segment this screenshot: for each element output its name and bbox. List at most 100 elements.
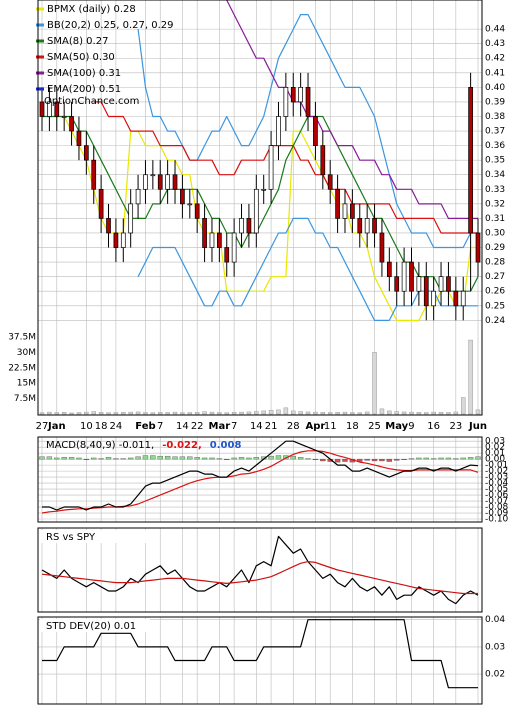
volume-bar (165, 412, 170, 415)
histogram-bar (371, 458, 378, 462)
volume-bar (291, 410, 296, 415)
tick-label: 22.5M (8, 363, 36, 373)
x-tick-label: 27 (36, 421, 49, 432)
histogram-bar (401, 458, 407, 460)
volume-bar (98, 412, 104, 415)
volume-bar (387, 410, 392, 415)
histogram-bar (216, 458, 223, 460)
histogram-bar (445, 457, 452, 460)
x-tick-label: 7 (157, 421, 163, 432)
x-tick-label: Mar (209, 421, 231, 432)
histogram-bar (364, 458, 370, 461)
tick-label: 0.29 (485, 243, 505, 253)
histogram-bar (157, 455, 163, 460)
volume-bar (113, 412, 119, 415)
volume-bar (335, 412, 340, 415)
volume-bar (239, 411, 244, 415)
tick-label: 15M (17, 379, 36, 389)
volume-bar (209, 411, 215, 415)
candle-body (91, 159, 97, 190)
panel-title: STD DEV(20) 0.01 (46, 621, 136, 632)
volume-bar (431, 411, 436, 415)
candle-body (431, 290, 437, 307)
tick-label: 0.43 (485, 39, 505, 49)
volume-bar (379, 408, 385, 415)
histogram-bar (334, 458, 341, 463)
tick-label: 30M (17, 348, 36, 358)
volume-bar (438, 412, 444, 415)
candle-body (327, 174, 333, 190)
tick-label: 0.44 (485, 25, 505, 35)
x-tick-label: Jun (468, 421, 487, 432)
candle-body (283, 87, 289, 117)
candle-body (106, 218, 111, 234)
histogram-bar (268, 455, 274, 460)
x-tick-label: 14 (250, 421, 263, 432)
candle-body (350, 203, 355, 219)
candle-body (313, 116, 318, 146)
volume-bar (268, 410, 274, 415)
histogram-bar (342, 458, 348, 462)
candle-body (202, 218, 207, 248)
volume-bar (424, 412, 429, 415)
legend-label: SMA(8) 0.27 (47, 36, 108, 47)
tick-label: 0.37 (485, 127, 505, 137)
volume-bar (224, 412, 229, 415)
histogram-bar (194, 457, 200, 460)
candle-body (453, 290, 459, 307)
volume-bar (150, 412, 156, 415)
histogram-bar (305, 458, 311, 460)
tick-label: -0.05 (485, 485, 508, 495)
histogram-bar (61, 457, 67, 460)
volume-bar (106, 412, 111, 415)
candle-body (217, 232, 222, 248)
histogram-bar (68, 457, 75, 460)
volume-bar (453, 411, 459, 415)
panel-title: RS vs SPY (46, 532, 96, 543)
histogram-bar (179, 456, 186, 460)
x-tick-label: 28 (287, 421, 300, 432)
tick-label: 0.34 (485, 170, 505, 180)
tick-label: 0.27 (485, 272, 505, 282)
candle-body (268, 145, 274, 190)
histogram-bar (54, 457, 60, 460)
histogram-bar (253, 457, 260, 460)
tick-label: 0.01 (485, 449, 505, 459)
candle-body (394, 276, 400, 292)
histogram-bar (120, 458, 126, 460)
volume-bar (61, 412, 67, 415)
candle-body (423, 276, 429, 307)
candle-body (446, 276, 451, 292)
histogram-bar (209, 457, 215, 460)
candle-body (401, 261, 407, 292)
candle-body (83, 145, 89, 161)
histogram-bar (416, 457, 422, 460)
title-bg (40, 530, 150, 543)
series-line (42, 619, 478, 689)
histogram-bar (394, 458, 400, 461)
histogram-bar (135, 456, 141, 460)
tick-label: 0.38 (485, 112, 505, 122)
candle-body (224, 247, 230, 263)
tick-label: 7.5M (14, 394, 36, 404)
histogram-bar (453, 458, 459, 460)
histogram-bar (423, 457, 429, 460)
candle-body (143, 174, 148, 190)
volume-bar (460, 397, 466, 415)
histogram-bar (379, 458, 385, 462)
volume-bar (475, 409, 481, 415)
volume-bar (283, 407, 289, 415)
candle-body (246, 218, 252, 234)
candle-body (128, 203, 134, 234)
volume-bar (39, 412, 45, 415)
x-tick-label: 23 (449, 421, 462, 432)
tick-label: 0.31 (485, 214, 505, 224)
tick-label: 0.32 (485, 199, 505, 209)
histogram-bar (83, 458, 90, 460)
x-tick-label: Apr (306, 421, 326, 432)
legend-label: 0.008 (210, 440, 242, 451)
tick-label: 0.02 (485, 443, 505, 453)
volume-bar (401, 411, 407, 415)
volume-bar (69, 412, 74, 415)
tick-label: -0.10 (485, 515, 509, 525)
